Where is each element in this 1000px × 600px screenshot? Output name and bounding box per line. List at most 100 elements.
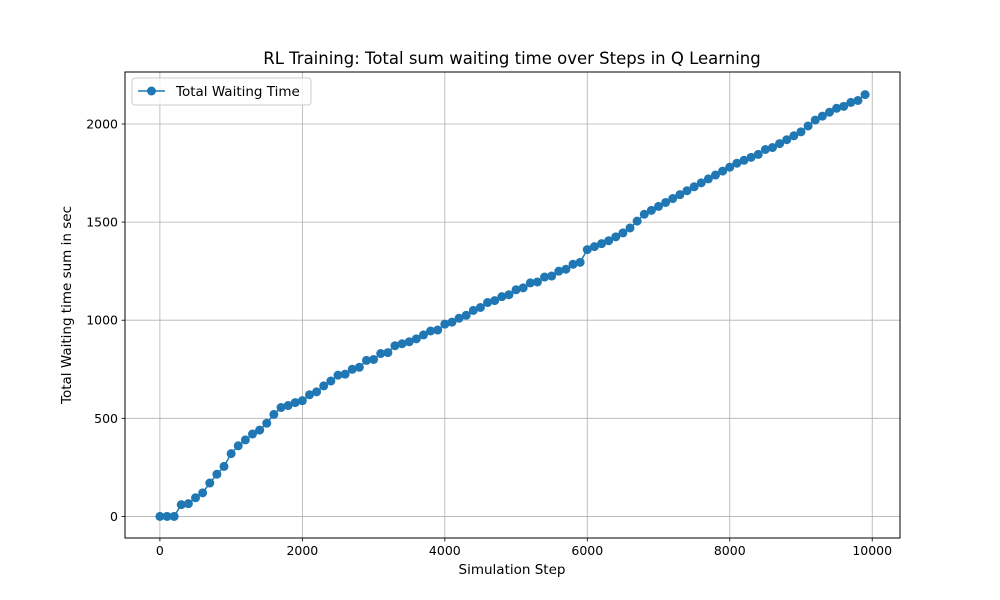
data-point bbox=[782, 135, 792, 145]
data-point bbox=[361, 355, 371, 365]
data-point bbox=[205, 478, 215, 488]
data-point bbox=[575, 257, 585, 267]
data-point bbox=[682, 186, 692, 196]
data-point bbox=[597, 239, 607, 249]
data-point bbox=[483, 298, 493, 308]
data-point bbox=[447, 317, 457, 327]
data-point bbox=[675, 190, 685, 200]
data-point bbox=[554, 266, 564, 276]
data-point bbox=[290, 398, 300, 408]
data-point bbox=[440, 319, 450, 329]
data-point bbox=[789, 131, 799, 141]
x-tick-label: 0 bbox=[156, 543, 164, 558]
data-point bbox=[176, 500, 186, 510]
data-point bbox=[832, 103, 842, 113]
data-point bbox=[397, 339, 407, 349]
data-point bbox=[276, 403, 286, 413]
data-point bbox=[248, 429, 258, 439]
data-point bbox=[525, 278, 535, 288]
data-point bbox=[860, 90, 870, 100]
data-point bbox=[198, 488, 208, 498]
legend: Total Waiting Time bbox=[131, 77, 312, 106]
data-point bbox=[661, 197, 671, 207]
data-point bbox=[155, 511, 165, 521]
data-point bbox=[540, 272, 550, 282]
data-point bbox=[817, 111, 827, 121]
data-point bbox=[490, 296, 500, 306]
data-point bbox=[589, 242, 599, 252]
axis-ticks: 0 2000 4000 6000 8000 10000 0 500 1000 1500 2000 bbox=[86, 116, 892, 558]
data-point bbox=[390, 341, 400, 351]
x-tick-label: 4000 bbox=[429, 543, 461, 558]
data-point bbox=[689, 182, 699, 192]
data-point bbox=[618, 228, 628, 238]
data-point bbox=[732, 158, 742, 168]
plot-area-frame bbox=[124, 71, 901, 539]
data-point bbox=[497, 292, 507, 302]
data-point bbox=[454, 313, 464, 323]
data-point bbox=[283, 401, 293, 411]
y-tick-label: 1000 bbox=[86, 313, 118, 328]
data-point bbox=[696, 178, 706, 188]
y-tick-label: 500 bbox=[94, 411, 118, 426]
data-point bbox=[703, 174, 713, 184]
legend-label: Total Waiting Time bbox=[175, 84, 300, 100]
data-point bbox=[433, 325, 443, 335]
data-point bbox=[504, 290, 514, 300]
x-tick-label: 8000 bbox=[714, 543, 746, 558]
data-point bbox=[568, 259, 578, 269]
y-tick-label: 1500 bbox=[86, 215, 118, 230]
data-point bbox=[418, 330, 428, 340]
data-point bbox=[468, 305, 478, 315]
y-tick-label: 0 bbox=[110, 509, 118, 524]
data-point bbox=[219, 461, 229, 471]
chart-title: RL Training: Total sum waiting time over… bbox=[263, 49, 761, 68]
data-point bbox=[611, 232, 621, 242]
data-point bbox=[383, 348, 393, 358]
data-point bbox=[532, 277, 542, 287]
data-point bbox=[191, 493, 201, 503]
x-tick-label: 10000 bbox=[852, 543, 892, 558]
y-axis-title: Total Waiting time sum in sec bbox=[59, 206, 75, 405]
data-point bbox=[796, 127, 806, 137]
data-point bbox=[775, 139, 785, 149]
data-point bbox=[668, 194, 678, 204]
data-point bbox=[426, 326, 436, 336]
grid-lines bbox=[125, 72, 900, 538]
data-point bbox=[753, 149, 763, 159]
legend-marker-swatch bbox=[147, 86, 156, 96]
data-point bbox=[725, 162, 735, 172]
data-point bbox=[760, 145, 770, 155]
data-point bbox=[319, 381, 329, 391]
legend-box bbox=[131, 77, 312, 106]
data-point bbox=[711, 170, 721, 180]
y-tick-label: 2000 bbox=[86, 116, 118, 131]
data-point bbox=[475, 302, 485, 312]
data-point bbox=[646, 205, 656, 215]
data-point bbox=[369, 354, 379, 364]
series-layer bbox=[155, 90, 870, 521]
data-point bbox=[846, 97, 856, 107]
data-point bbox=[304, 390, 314, 400]
data-point bbox=[654, 201, 664, 211]
data-point bbox=[824, 107, 834, 117]
data-point bbox=[604, 236, 614, 246]
data-point bbox=[639, 209, 649, 219]
data-point bbox=[212, 469, 222, 479]
data-point bbox=[326, 376, 336, 386]
data-point bbox=[269, 409, 279, 419]
data-point bbox=[376, 349, 386, 359]
data-point bbox=[233, 441, 243, 451]
data-point bbox=[582, 245, 592, 255]
data-point bbox=[255, 425, 265, 435]
data-point bbox=[718, 166, 728, 176]
data-point bbox=[162, 511, 172, 521]
data-point bbox=[746, 152, 756, 162]
data-point bbox=[625, 223, 635, 233]
data-point bbox=[312, 387, 322, 397]
data-point bbox=[404, 337, 414, 347]
x-tick-label: 6000 bbox=[571, 543, 603, 558]
data-point bbox=[853, 95, 863, 105]
data-point bbox=[347, 364, 357, 374]
